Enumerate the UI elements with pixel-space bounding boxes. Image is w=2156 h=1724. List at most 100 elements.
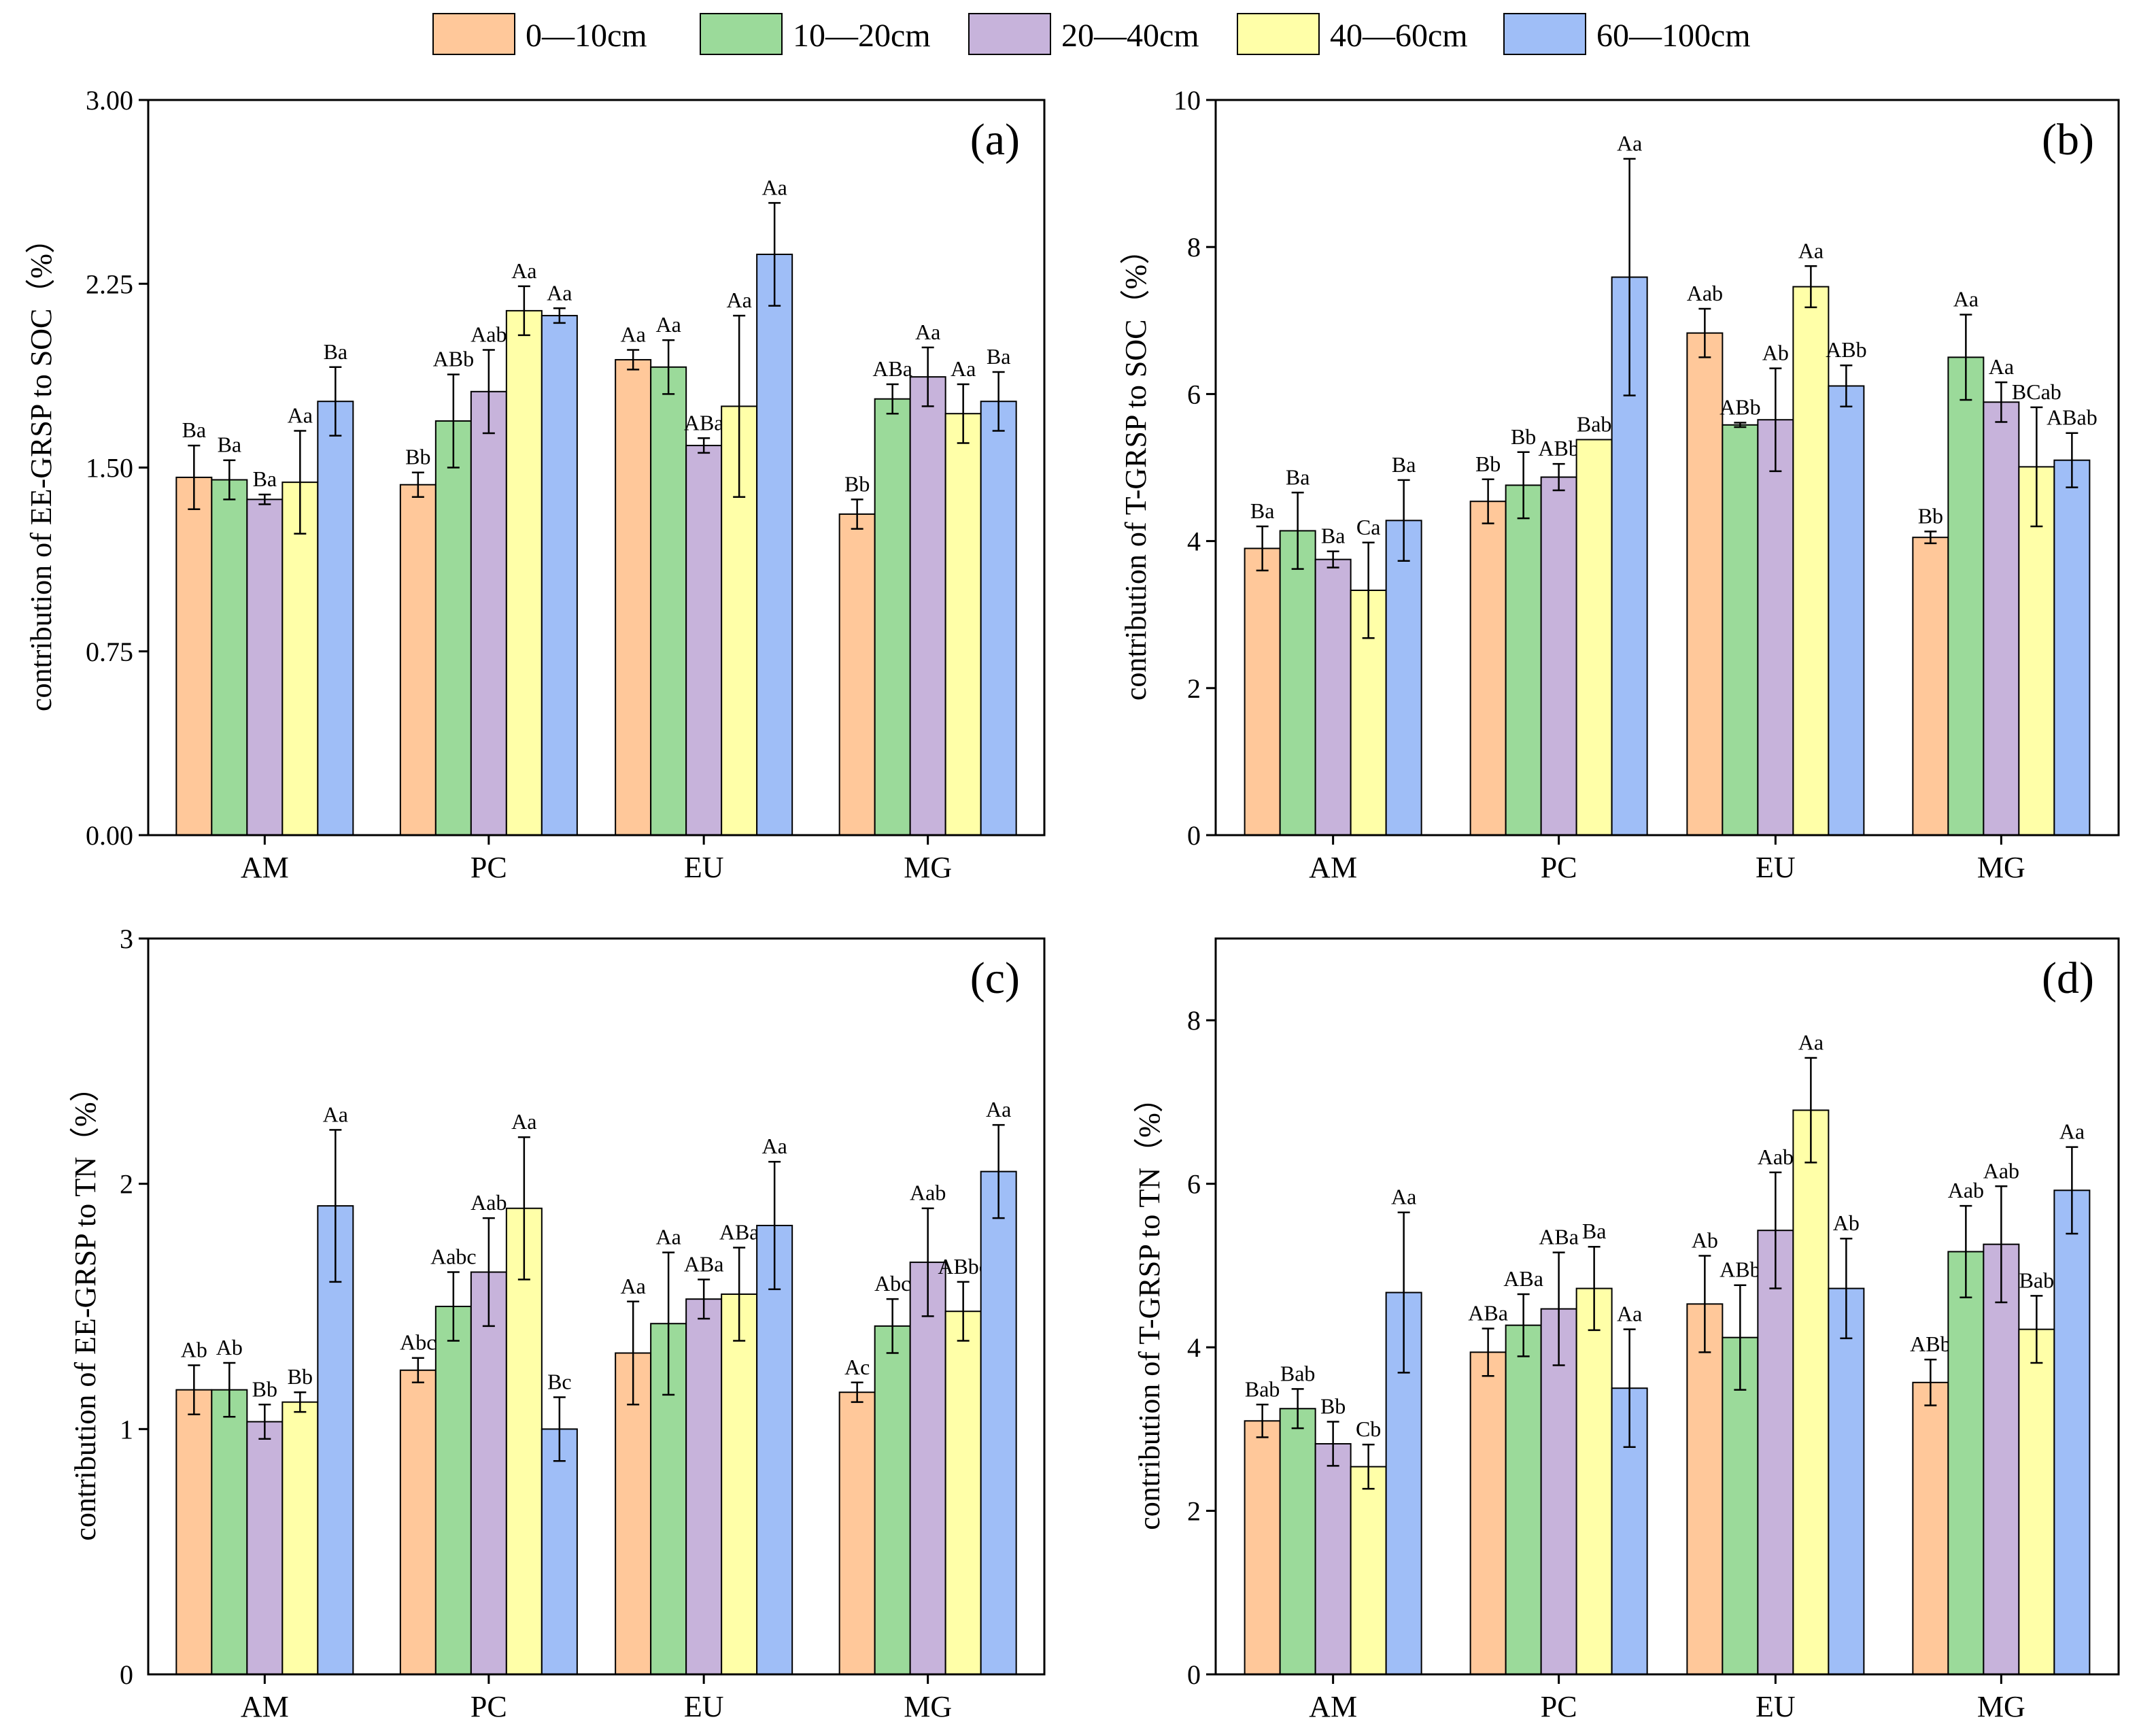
sig-label-EU-s0: Aab — [1687, 281, 1723, 305]
y-tick-label: 1 — [120, 1414, 133, 1444]
bar-MG-s1 — [1947, 356, 1985, 836]
plot-frame — [1214, 99, 2120, 836]
bar-PC-s1 — [434, 1306, 472, 1675]
sig-label-MG-s1: ABa — [872, 356, 912, 381]
sig-label-PC-s3: Aa — [511, 258, 536, 283]
bar-PC-s0 — [1469, 501, 1507, 836]
bar-AM-s4 — [1385, 520, 1422, 836]
sig-label-EU-s3: Aa — [1798, 238, 1824, 263]
y-axis-label: contribution of T-GRSP to SOC（%） — [1119, 235, 1152, 700]
sig-label-AM-s4: Aa — [1391, 1185, 1416, 1209]
sig-label-PC-s4: Aa — [1617, 1302, 1642, 1326]
sig-label-MG-s1: Aab — [1948, 1178, 1984, 1202]
bar-MG-s0 — [1912, 537, 1949, 836]
sig-label-EU-s4: ABb — [1826, 337, 1866, 362]
sig-label-AM-s2: Bb — [252, 1376, 277, 1401]
y-tick-label: 8 — [1187, 232, 1201, 263]
bar-AM-s0 — [175, 1389, 213, 1676]
bar-EU-s4 — [1828, 1287, 1865, 1676]
sig-label-EU-s2: Ab — [1762, 341, 1789, 365]
sig-label-MG-s2: Aab — [910, 1181, 946, 1205]
x-tick-label: PC — [470, 851, 507, 884]
sig-label-MG-s4: Aa — [986, 1097, 1011, 1121]
y-tick-label: 3 — [120, 924, 133, 954]
bar-AM-s2 — [1314, 1442, 1352, 1676]
y-axis-label: contribution of EE-GRSP to TN（%） — [69, 1072, 102, 1540]
sig-label-AM-s1: Ba — [218, 433, 242, 457]
sig-label-MG-s0: Bb — [844, 471, 870, 496]
sig-label-AM-s4: Ba — [324, 339, 348, 364]
bar-MG-s0 — [838, 513, 876, 836]
bar-AM-s2 — [246, 1421, 284, 1676]
bar-EU-s2 — [685, 445, 723, 836]
sig-label-PC-s4: Aa — [547, 280, 572, 305]
y-tick-label: 4 — [1187, 1332, 1201, 1363]
bar-AM-s2 — [246, 498, 284, 836]
sig-label-EU-s0: Ab — [1692, 1228, 1718, 1252]
y-axis-label: contribution of T-GRSP to TN（%） — [1133, 1083, 1166, 1530]
bar-EU-s3 — [1792, 286, 1830, 836]
sig-label-AM-s1: Bab — [1280, 1361, 1316, 1385]
sig-label-PC-s0: Bb — [1475, 452, 1501, 476]
bar-EU-s1 — [1722, 424, 1759, 836]
bar-PC-s3 — [1575, 1287, 1613, 1676]
sig-label-AM-s2: Ba — [1321, 524, 1346, 548]
bar-MG-s3 — [944, 1311, 982, 1676]
y-tick-label: 0 — [1187, 820, 1201, 851]
bar-EU-s4 — [756, 254, 793, 836]
bar-EU-s2 — [1757, 1230, 1794, 1675]
sig-label-MG-s3: ABbc — [938, 1254, 989, 1279]
bar-MG-s2 — [909, 376, 946, 836]
sig-label-PC-s1: ABa — [1503, 1266, 1543, 1291]
x-tick-label: PC — [470, 1690, 507, 1723]
bar-MG-s3 — [2018, 466, 2055, 836]
bar-PC-s1 — [1505, 484, 1542, 836]
sig-label-EU-s4: Aa — [762, 175, 787, 199]
bar-EU-s4 — [1828, 385, 1865, 836]
legend-label-1: 10—20cm — [793, 18, 931, 54]
bar-PC-s3 — [505, 1207, 543, 1675]
legend-swatch-0 — [432, 13, 515, 55]
sig-label-EU-s0: Aa — [621, 322, 646, 347]
bar-MG-s0 — [838, 1391, 876, 1675]
sig-label-MG-s2: Aa — [1989, 354, 2014, 379]
x-tick-label: AM — [241, 851, 289, 884]
bar-PC-s4 — [541, 315, 578, 836]
bar-PC-s0 — [399, 484, 437, 836]
sig-label-EU-s1: ABb — [1719, 1257, 1760, 1282]
bar-AM-s3 — [281, 1401, 319, 1675]
sig-label-PC-s0: Bb — [405, 445, 430, 469]
x-tick-label: MG — [1977, 1690, 2025, 1723]
bar-EU-s2 — [685, 1298, 723, 1676]
bar-PC-s1 — [1505, 1324, 1542, 1675]
bar-AM-s0 — [175, 476, 213, 836]
bar-AM-s2 — [1314, 558, 1352, 836]
x-tick-label: EU — [1756, 851, 1796, 884]
sig-label-AM-s3: Bb — [288, 1364, 313, 1389]
legend-swatch-4 — [1503, 13, 1586, 55]
sig-label-EU-s2: Aab — [1758, 1145, 1794, 1169]
sig-label-AM-s1: Ab — [216, 1335, 243, 1359]
sig-label-PC-s1: Bb — [1511, 424, 1536, 449]
sig-label-EU-s1: ABb — [1719, 395, 1760, 420]
sig-label-MG-s0: Bb — [1918, 504, 1943, 528]
sig-label-EU-s1: Aa — [656, 312, 681, 337]
y-tick-label: 2 — [1187, 1496, 1201, 1527]
x-tick-label: EU — [684, 1690, 724, 1723]
bar-AM-s4 — [317, 1205, 354, 1676]
legend-swatch-1 — [700, 13, 783, 55]
y-tick-label: 2 — [120, 1169, 133, 1200]
bar-AM-s1 — [211, 1389, 248, 1676]
bar-PC-s1 — [434, 420, 472, 836]
bar-EU-s2 — [1757, 419, 1794, 836]
bar-PC-s3 — [1575, 439, 1613, 836]
sig-label-EU-s4: Aa — [762, 1134, 787, 1158]
sig-label-EU-s2: ABa — [684, 1251, 724, 1276]
sig-label-PC-s4: Bc — [547, 1369, 572, 1393]
sig-label-PC-s0: ABa — [1468, 1300, 1508, 1325]
y-tick-label: 8 — [1187, 1005, 1201, 1036]
y-tick-label: 4 — [1187, 526, 1201, 557]
bar-MG-s3 — [2018, 1328, 2055, 1675]
sig-label-PC-s4: Aa — [1617, 131, 1642, 155]
